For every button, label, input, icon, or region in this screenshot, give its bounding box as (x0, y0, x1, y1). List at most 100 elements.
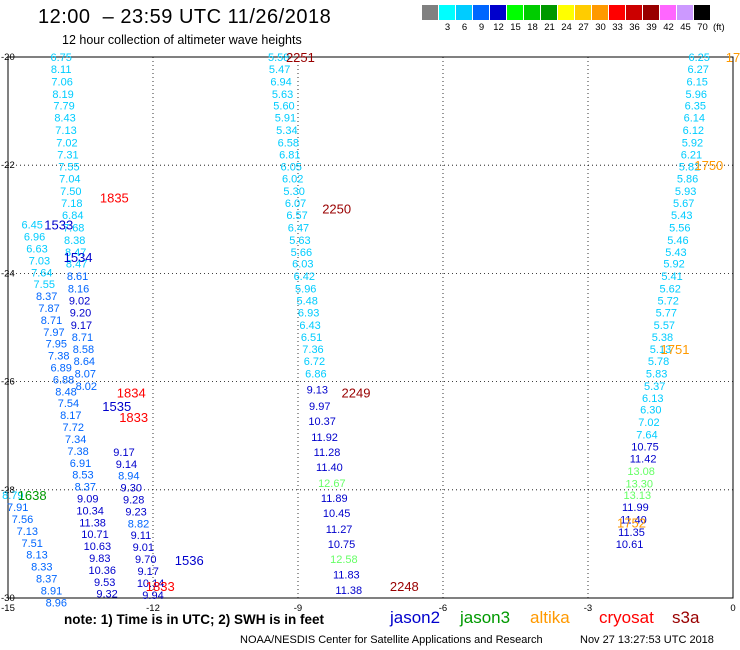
swh-value: 5.41 (661, 271, 682, 283)
swh-value: 7.64 (636, 430, 657, 442)
swh-value: 8.47 (66, 259, 87, 271)
pass-time-label: 1534 (64, 250, 93, 265)
swh-value: 6.27 (687, 64, 708, 76)
swh-value: 8.94 (118, 471, 139, 483)
swh-value: 7.38 (67, 446, 88, 458)
swh-value: 6.14 (684, 113, 705, 125)
swh-value: 6.12 (683, 125, 704, 137)
pass-time-label: 2249 (342, 385, 371, 400)
generation-timestamp: Nov 27 13:27:53 UTC 2018 (580, 634, 714, 646)
legend-label: 6 (461, 22, 468, 33)
legend-swatch (558, 5, 575, 20)
pass-time-label: 1752 (617, 515, 646, 530)
swh-value: 8.13 (26, 550, 47, 562)
swh-value: 6.51 (301, 332, 322, 344)
swh-value: 8.07 (75, 368, 96, 380)
legend-label: 36 (629, 22, 640, 33)
swh-value: 9.97 (309, 401, 330, 413)
swh-value: 5.37 (644, 381, 665, 393)
swh-value: 9.09 (77, 493, 98, 505)
swh-value: 5.62 (659, 284, 680, 296)
swh-value: 5.77 (656, 307, 677, 319)
pass-time-label: 1834 (117, 385, 146, 400)
legend-swatch (575, 5, 592, 20)
satellite-altika: altika (530, 608, 570, 627)
swh-value: 7.03 (29, 255, 50, 267)
swh-value: 7.68 (63, 222, 84, 234)
x-tick-label: -9 (294, 603, 302, 614)
swh-value: 9.53 (94, 577, 115, 589)
swh-value: 7.31 (57, 149, 78, 161)
swh-value: 6.43 (299, 320, 320, 332)
swh-value: 7.04 (59, 174, 80, 186)
swh-value: 6.30 (640, 405, 661, 417)
swh-value: 8.33 (31, 562, 52, 574)
swh-value: 7.36 (302, 344, 323, 356)
swh-value: 9.30 (121, 483, 142, 495)
swh-value: 6.86 (305, 368, 326, 380)
legend-unit: (ft) (713, 22, 725, 33)
y-tick-label: -22 (1, 160, 15, 171)
legend-label: 12 (493, 22, 504, 33)
swh-value: 5.63 (272, 89, 293, 101)
swh-value: 7.56 (12, 514, 33, 526)
swh-value: 11.99 (622, 502, 649, 514)
swh-value: 9.32 (96, 589, 117, 601)
pass-time-label: 1835 (100, 191, 129, 206)
swh-value: 5.82 (679, 161, 700, 173)
y-tick-label: -24 (1, 268, 15, 279)
swh-value: 6.89 (50, 363, 71, 375)
legend-swatch (694, 5, 711, 20)
legend-label: 3 (444, 22, 451, 33)
swh-value: 9.01 (133, 542, 154, 554)
swh-value: 8.16 (68, 284, 89, 296)
swh-value: 6.25 (688, 52, 709, 64)
swh-value: 5.92 (663, 259, 684, 271)
satellite-jason3: jason3 (460, 608, 511, 627)
swh-value: 8.19 (52, 89, 73, 101)
swh-value: 8.37 (36, 574, 57, 586)
swh-value: 13.08 (627, 466, 655, 478)
swh-value: 11.89 (321, 493, 348, 505)
swh-value: 5.67 (673, 198, 694, 210)
swh-value: 11.38 (79, 517, 106, 529)
swh-value: 9.17 (71, 320, 92, 332)
swh-value: 11.40 (316, 462, 343, 474)
swh-value: 11.42 (630, 453, 657, 465)
legend-label: 27 (578, 22, 589, 33)
swh-value: 11.40 (620, 515, 647, 527)
swh-value: 6.42 (294, 271, 315, 283)
y-tick-label: -20 (1, 52, 15, 63)
swh-value: 11.83 (333, 570, 360, 582)
legend-swatch (473, 5, 490, 20)
swh-value: 7.18 (61, 198, 82, 210)
swh-value: 5.30 (283, 186, 304, 198)
swh-value: 5.60 (273, 101, 294, 113)
swh-value: 5.72 (658, 295, 679, 307)
swh-value: 9.20 (70, 307, 91, 319)
y-tick-label: -28 (1, 485, 15, 496)
swh-value: 7.72 (63, 422, 84, 434)
swh-value: 6.02 (282, 174, 303, 186)
swh-value: 8.71 (41, 315, 62, 327)
swh-value: 7.97 (43, 327, 64, 339)
swh-value: 13.30 (625, 478, 653, 490)
pass-time-label: 1751 (661, 342, 690, 357)
swh-value: 7.13 (55, 125, 76, 137)
legend-label: 70 (697, 22, 708, 33)
pass-time-label: 1833 (146, 579, 175, 594)
swh-value: 6.94 (270, 76, 291, 88)
legend-label: 42 (663, 22, 674, 33)
swh-value: 6.05 (281, 161, 302, 173)
swh-value: 8.61 (67, 271, 88, 283)
swh-value: 7.91 (7, 502, 28, 514)
color-legend: 3 6 9 12 15 18 21 24 27 30 33 36 39 42 45 70 (ft) (422, 5, 728, 35)
pass-time-label: 1750 (694, 158, 723, 173)
swh-value: 7.64 (31, 267, 52, 279)
swh-value: 5.47 (269, 64, 290, 76)
legend-label: 18 (527, 22, 538, 33)
x-tick-label: -6 (439, 603, 447, 614)
swh-value: 8.47 (65, 247, 86, 259)
swh-value: 9.11 (131, 530, 152, 542)
